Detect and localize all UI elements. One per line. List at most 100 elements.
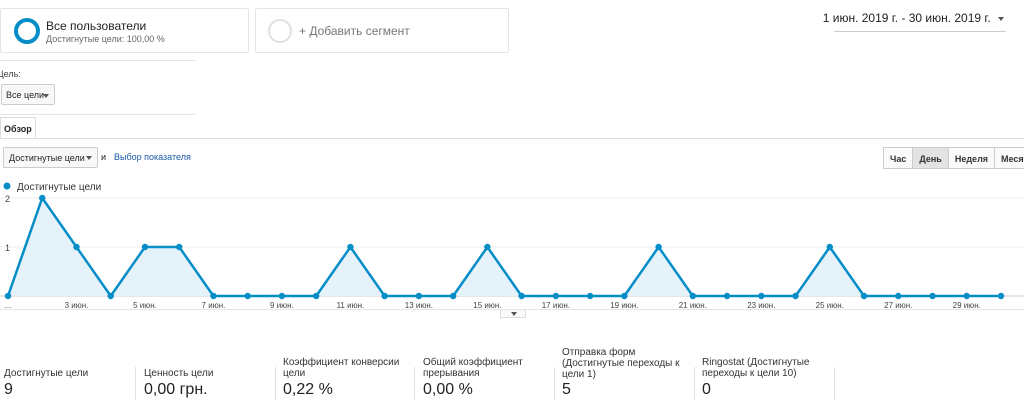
data-point	[586, 292, 594, 300]
x-tick-label: 27 июн.	[884, 301, 912, 310]
metric-select[interactable]: Достигнутые цели	[3, 147, 98, 168]
stat-value: 9	[4, 381, 13, 398]
data-point	[278, 292, 286, 300]
data-point	[860, 292, 868, 300]
series-line	[6, 196, 1001, 298]
period-button-month[interactable]: Месяц	[994, 147, 1024, 169]
empty-segment-circle-icon	[268, 19, 292, 43]
stat-value: 5	[562, 381, 571, 398]
stat-goal-conversion-rate: Коэффициент конверсии цели 0,22 %	[283, 356, 408, 400]
data-point	[39, 194, 46, 202]
stat-goal-completions: Достигнутые цели 9	[4, 356, 132, 400]
date-range-underline	[834, 31, 1006, 32]
x-tick-label: 7 июн.	[202, 301, 226, 310]
data-point	[723, 292, 731, 300]
data-point	[381, 292, 388, 300]
period-button-week[interactable]: Неделя	[947, 147, 996, 169]
date-range-picker[interactable]: 1 июн. 2019 г. - 30 июн. 2019 г.	[823, 11, 1004, 25]
data-point	[826, 243, 833, 251]
x-tick-label: 25 июн.	[816, 301, 844, 310]
legend-marker	[3, 182, 11, 190]
data-point	[963, 292, 970, 300]
data-point	[518, 292, 525, 300]
data-point	[210, 292, 217, 300]
data-point	[484, 243, 491, 251]
divider	[554, 367, 555, 400]
data-point	[792, 292, 799, 300]
goals-line-chart: Достигнутые цели ... 3 июн. 5 июн. 7 июн. 9 …	[0, 182, 1024, 310]
goal-select-value: Все цели	[6, 90, 45, 100]
stat-goal-10-completions: Ringostat (Достигнутые переходы к цели 1…	[702, 356, 827, 400]
x-tick-label: 11 июн.	[337, 301, 365, 310]
stat-label: Ringostat (Достигнутые переходы к цели 1…	[702, 357, 810, 379]
stat-value: 0,22 %	[283, 381, 333, 398]
data-point	[997, 292, 1005, 300]
chart-collapse-toggle[interactable]	[500, 310, 526, 318]
stat-goal-value: Ценность цели 0,00 грн.	[144, 356, 272, 400]
chevron-down-icon	[86, 156, 92, 160]
series-area	[8, 198, 1001, 296]
data-point	[895, 292, 902, 300]
divider	[694, 367, 695, 400]
x-tick-label: 21 июн.	[679, 301, 707, 310]
divider	[135, 367, 136, 400]
y-tick-label: 2	[5, 194, 10, 204]
data-point	[415, 292, 423, 300]
data-point	[347, 243, 354, 251]
metric-select-value: Достигнутые цели	[9, 153, 85, 163]
x-tick-label: 29 июн.	[953, 301, 981, 310]
x-tick-label: ...	[5, 301, 12, 310]
data-point	[655, 243, 662, 251]
data-point	[929, 292, 936, 300]
x-tick-label: 17 июн.	[542, 301, 570, 310]
data-point	[621, 292, 628, 300]
chevron-down-icon	[511, 312, 517, 316]
add-segment-label: + Добавить сегмент	[299, 24, 410, 38]
x-tick-label: 13 июн.	[405, 301, 433, 310]
data-point	[552, 292, 560, 300]
x-tick-label: 9 июн.	[270, 301, 294, 310]
stat-label: Общий коэффициент прерывания	[423, 357, 523, 379]
stat-goal-1-completions: Отправка форм (Достигнутые переходы к це…	[562, 347, 692, 400]
data-point	[449, 292, 457, 300]
x-tick-label: 15 июн.	[473, 301, 501, 310]
data-point	[141, 243, 149, 251]
x-tick-label: 5 июн.	[133, 301, 157, 310]
x-tick-label: 3 июн.	[65, 301, 89, 310]
stat-value: 0,00 грн.	[144, 381, 208, 398]
and-label: и	[101, 152, 107, 162]
add-segment-button[interactable]: + Добавить сегмент	[255, 8, 509, 53]
x-tick-label: 23 июн.	[747, 301, 775, 310]
tabs-divider	[0, 138, 1024, 139]
segment-all-users[interactable]: Все пользователи Достигнутые цели: 100,0…	[0, 8, 249, 53]
segment-circle-icon	[14, 18, 40, 44]
data-point	[758, 292, 765, 300]
segment-subtitle: Достигнутые цели: 100,00 %	[46, 34, 165, 44]
stat-total-abandonment-rate: Общий коэффициент прерывания 0,00 %	[423, 356, 548, 400]
divider	[834, 367, 835, 400]
divider	[414, 367, 415, 400]
divider	[275, 367, 276, 400]
choose-metric-link[interactable]: Выбор показателя	[114, 152, 191, 162]
stat-label: Отправка форм (Достигнутые переходы к це…	[562, 347, 680, 380]
period-selector: Час День Неделя Месяц	[883, 147, 1024, 169]
divider	[0, 114, 195, 115]
chevron-down-icon	[43, 94, 49, 98]
period-button-day[interactable]: День	[912, 147, 949, 169]
date-range-label: 1 июн. 2019 г. - 30 июн. 2019 г.	[822, 11, 991, 25]
tab-overview[interactable]: Обзор	[0, 117, 36, 139]
data-point	[689, 292, 697, 300]
segment-title: Все пользователи	[46, 19, 147, 33]
goal-select[interactable]: Все цели	[1, 84, 55, 105]
data-point	[244, 292, 251, 300]
stat-value: 0	[702, 381, 711, 398]
period-button-hour[interactable]: Час	[883, 147, 914, 169]
goal-label: Цель:	[0, 69, 21, 79]
divider	[0, 60, 195, 61]
chevron-down-icon	[998, 16, 1004, 21]
data-point	[73, 243, 80, 251]
stat-label: Коэффициент конверсии цели	[283, 357, 400, 379]
chart-divider	[0, 309, 1024, 310]
data-point	[176, 243, 183, 251]
legend-label: Достигнутые цели	[17, 182, 101, 193]
